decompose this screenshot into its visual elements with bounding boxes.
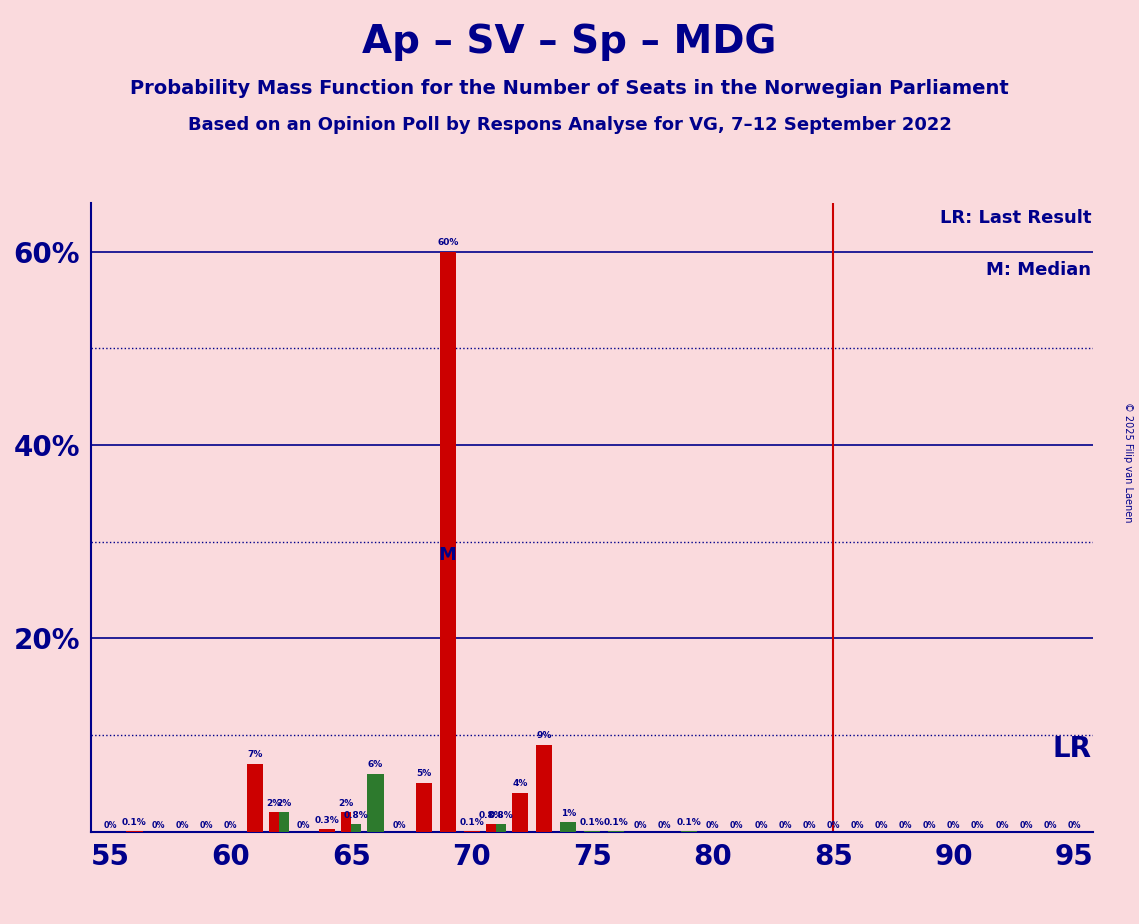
Bar [560,822,576,832]
Text: Based on an Opinion Poll by Respons Analyse for VG, 7–12 September 2022: Based on an Opinion Poll by Respons Anal… [188,116,951,133]
Text: 0%: 0% [633,821,647,830]
Text: 0%: 0% [658,821,671,830]
Bar [269,812,279,832]
Bar [416,784,432,832]
Text: 1%: 1% [560,809,576,818]
Text: 9%: 9% [536,731,551,740]
Text: 0%: 0% [802,821,816,830]
Text: 7%: 7% [247,750,263,760]
Text: 0%: 0% [104,821,117,830]
Text: 0.8%: 0.8% [344,811,369,820]
Text: LR: Last Result: LR: Last Result [940,210,1091,227]
Text: 0%: 0% [151,821,165,830]
Text: LR: LR [1052,736,1091,763]
Bar [681,831,697,832]
Text: 0.8%: 0.8% [489,811,514,820]
Text: 0%: 0% [1019,821,1033,830]
Text: Ap – SV – Sp – MDG: Ap – SV – Sp – MDG [362,23,777,61]
Text: 0%: 0% [995,821,1009,830]
Text: Probability Mass Function for the Number of Seats in the Norwegian Parliament: Probability Mass Function for the Number… [130,79,1009,98]
Bar [536,745,552,832]
Text: 0%: 0% [875,821,888,830]
Bar [464,831,480,832]
Bar [440,251,456,832]
Text: 0%: 0% [851,821,865,830]
Bar [342,812,351,832]
Text: 6%: 6% [368,760,383,769]
Bar [495,824,506,832]
Text: 0.8%: 0.8% [478,811,503,820]
Text: 0%: 0% [827,821,839,830]
Text: 0%: 0% [972,821,984,830]
Text: 0.1%: 0.1% [459,818,484,827]
Bar [247,764,263,832]
Text: 5%: 5% [416,770,432,778]
Text: 0%: 0% [1067,821,1081,830]
Bar [279,812,289,832]
Text: © 2025 Filip van Laenen: © 2025 Filip van Laenen [1123,402,1133,522]
Text: 0.1%: 0.1% [604,818,629,827]
Text: 0.1%: 0.1% [677,818,700,827]
Text: 2%: 2% [267,799,281,808]
Text: 0%: 0% [1043,821,1057,830]
Text: 0.1%: 0.1% [580,818,605,827]
Text: 0.3%: 0.3% [314,816,339,825]
Text: 4%: 4% [513,779,527,788]
Bar [319,829,335,832]
Text: 0%: 0% [224,821,238,830]
Text: M: Median: M: Median [986,261,1091,279]
Bar [351,824,361,832]
Text: 0%: 0% [706,821,720,830]
Text: 2%: 2% [338,799,354,808]
Text: 0%: 0% [899,821,912,830]
Text: 0%: 0% [778,821,792,830]
Text: 2%: 2% [277,799,292,808]
Bar [486,824,495,832]
Text: 0%: 0% [730,821,744,830]
Text: 0%: 0% [175,821,189,830]
Text: 60%: 60% [437,237,458,247]
Text: 0%: 0% [393,821,407,830]
Bar [126,831,142,832]
Bar [584,831,600,832]
Text: 0.1%: 0.1% [122,818,147,827]
Bar [608,831,624,832]
Text: 0%: 0% [754,821,768,830]
Text: 0%: 0% [296,821,310,830]
Bar [368,773,384,832]
Bar [511,793,528,832]
Text: 0%: 0% [947,821,960,830]
Text: 0%: 0% [200,821,213,830]
Text: 0%: 0% [923,821,936,830]
Text: M: M [439,546,457,565]
